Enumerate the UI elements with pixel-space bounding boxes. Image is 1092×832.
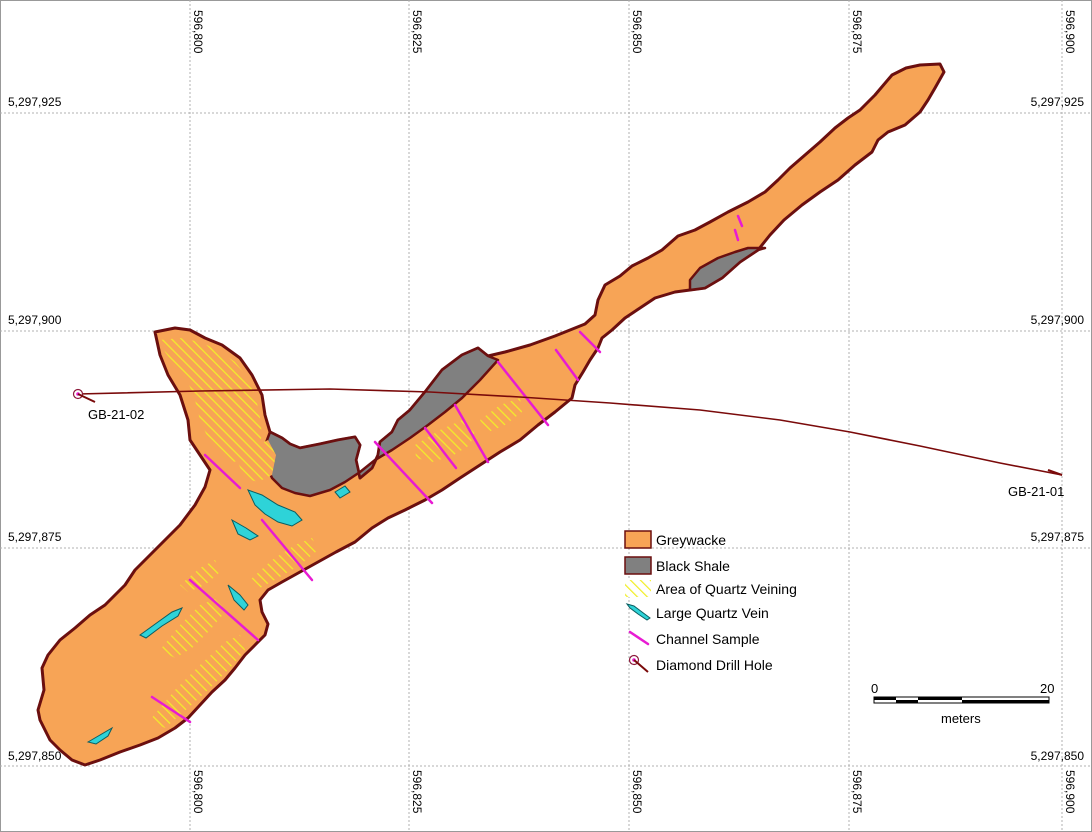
- legend-label: Diamond Drill Hole: [656, 657, 773, 673]
- northing-label: 5,297,875: [1031, 530, 1085, 544]
- easting-labels-top: 596,800 596,825 596,850 596,875 596,900: [191, 10, 1077, 54]
- scale-unit-label: meters: [941, 711, 981, 726]
- grey-fill-swatch-icon: [624, 556, 652, 575]
- easting-label: 596,825: [410, 770, 424, 814]
- black-shale-northeast: [688, 246, 767, 292]
- legend-label: Greywacke: [656, 532, 726, 548]
- quartz-veining-areas: [150, 338, 522, 728]
- scale-bar: 0 20 meters: [871, 681, 1054, 726]
- easting-label: 596,900: [1063, 770, 1077, 814]
- easting-labels-bottom: 596,800 596,825 596,850 596,875 596,900: [191, 770, 1077, 814]
- easting-label: 596,825: [410, 10, 424, 54]
- northing-label: 5,297,925: [1031, 95, 1085, 109]
- drill-hole-icon: [628, 654, 649, 673]
- legend-item-greywacke: Greywacke: [624, 530, 726, 549]
- northing-label: 5,297,850: [8, 749, 62, 763]
- black-shale-central: [262, 346, 500, 498]
- drill-hole-label: GB-21-02: [88, 407, 144, 422]
- northing-label: 5,297,925: [8, 95, 62, 109]
- easting-label: 596,875: [850, 770, 864, 814]
- legend: Greywacke Black Shale Area of Quartz Vei…: [624, 530, 797, 673]
- channel-samples: [150, 214, 744, 724]
- legend-item-channel-sample: Channel Sample: [628, 630, 760, 647]
- scale-start-label: 0: [871, 681, 878, 696]
- northing-label: 5,297,875: [8, 530, 62, 544]
- legend-label: Black Shale: [656, 558, 730, 574]
- legend-item-large-quartz-vein: Large Quartz Vein: [625, 603, 769, 621]
- drill-hole-label: GB-21-01: [1008, 484, 1064, 499]
- northing-labels-right: 5,297,925 5,297,900 5,297,875 5,297,850: [1031, 95, 1085, 763]
- northing-label: 5,297,850: [1031, 749, 1085, 763]
- scale-end-label: 20: [1040, 681, 1054, 696]
- magenta-line-icon: [628, 630, 650, 646]
- northing-label: 5,297,900: [1031, 313, 1085, 327]
- easting-label: 596,850: [630, 10, 644, 54]
- easting-label: 596,800: [191, 770, 205, 814]
- legend-item-quartz-veining: Area of Quartz Veining: [625, 580, 797, 597]
- easting-label: 596,875: [850, 10, 864, 54]
- northing-labels-left: 5,297,925 5,297,900 5,297,875 5,297,850: [8, 95, 62, 763]
- easting-label: 596,850: [630, 770, 644, 814]
- drill-hole-icon: [72, 388, 96, 403]
- drill-hole-traces: [77, 388, 1063, 476]
- legend-label: Area of Quartz Veining: [656, 581, 797, 597]
- northing-label: 5,297,900: [8, 313, 62, 327]
- legend-item-black-shale: Black Shale: [624, 556, 730, 575]
- cyan-vein-icon: [625, 603, 651, 621]
- yellow-hatch-swatch-icon: [625, 580, 651, 597]
- legend-label: Large Quartz Vein: [656, 605, 769, 621]
- legend-item-drill-hole: Diamond Drill Hole: [628, 654, 773, 673]
- easting-label: 596,900: [1063, 10, 1077, 54]
- orange-fill-swatch-icon: [624, 530, 652, 549]
- large-quartz-veins: [86, 485, 351, 745]
- legend-label: Channel Sample: [656, 631, 760, 647]
- drill-hole-icon: [1047, 469, 1063, 476]
- easting-label: 596,800: [191, 10, 205, 54]
